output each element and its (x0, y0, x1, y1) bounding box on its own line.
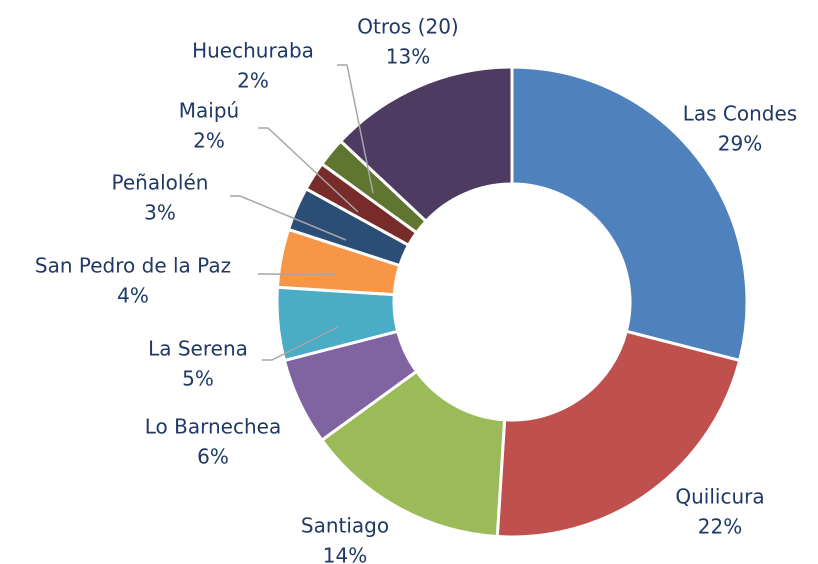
value-label: 6% (197, 445, 229, 469)
leader-line (258, 273, 336, 276)
leader-line (230, 195, 347, 241)
category-label: Otros (20) (357, 15, 458, 39)
category-label: Lo Barnechea (145, 415, 281, 439)
donut-slice (510, 65, 749, 363)
value-label: 5% (182, 367, 214, 391)
value-label: 13% (386, 45, 430, 69)
donut-slice (319, 369, 507, 539)
value-label: 4% (117, 284, 149, 308)
value-label: 2% (237, 69, 269, 93)
donut-slice (338, 65, 514, 224)
value-label: 2% (193, 129, 225, 153)
category-label: La Serena (148, 337, 248, 361)
donut-slice (495, 329, 742, 539)
category-label: San Pedro de la Paz (35, 254, 231, 278)
leader-line (258, 127, 359, 213)
value-label: 22% (698, 515, 742, 539)
value-label: 3% (144, 201, 176, 225)
category-label: Las Condes (683, 102, 797, 126)
leader-line (262, 326, 339, 361)
value-label: 14% (323, 544, 367, 564)
value-label: 29% (718, 132, 762, 156)
leader-line (337, 64, 374, 194)
category-label: Peñalolén (112, 171, 209, 195)
category-label: Santiago (301, 514, 389, 538)
category-label: Quilicura (675, 485, 764, 509)
category-label: Huechuraba (192, 39, 314, 63)
category-label: Maipú (179, 99, 239, 123)
